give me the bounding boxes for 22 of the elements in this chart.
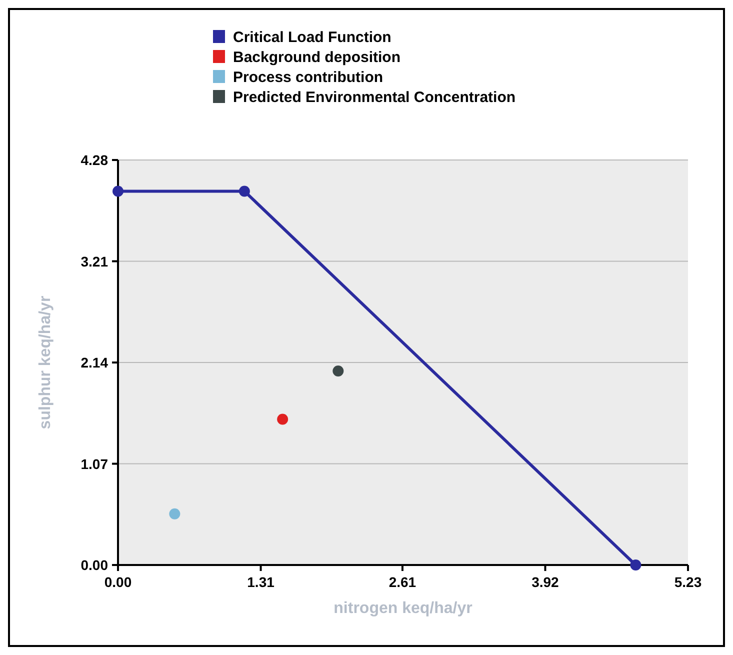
x-tick-label: 3.92 bbox=[532, 574, 560, 590]
point bbox=[277, 414, 288, 425]
y-tick-label: 4.28 bbox=[80, 152, 108, 168]
x-axis-title: nitrogen keq/ha/yr bbox=[334, 600, 472, 617]
x-tick-label: 1.31 bbox=[247, 574, 275, 590]
point bbox=[238, 186, 250, 197]
legend-label: Process contribution bbox=[233, 69, 384, 86]
y-tick-label: 3.21 bbox=[80, 253, 108, 270]
y-axis-title: sulphur keq/ha/yr bbox=[37, 296, 54, 430]
point bbox=[332, 366, 344, 377]
y-tick-label: 0.00 bbox=[80, 557, 108, 573]
legend-label: Predicted Environmental Concentration bbox=[233, 89, 516, 106]
legend-label: Critical Load Function bbox=[233, 29, 392, 46]
y-tick-label: 2.14 bbox=[80, 354, 108, 370]
x-tick-label: 5.23 bbox=[674, 574, 702, 590]
x-tick-label: 2.61 bbox=[388, 574, 416, 590]
point bbox=[112, 186, 124, 197]
legend-label: Background deposition bbox=[233, 49, 401, 66]
point bbox=[630, 560, 642, 570]
x-tick-label: 0.00 bbox=[104, 574, 132, 590]
y-tick-label: 1.07 bbox=[80, 456, 108, 472]
point bbox=[169, 508, 180, 520]
